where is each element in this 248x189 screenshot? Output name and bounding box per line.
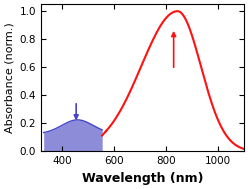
Y-axis label: Absorbance (norm.): Absorbance (norm.) [4,22,14,133]
X-axis label: Wavelength (nm): Wavelength (nm) [82,172,203,185]
